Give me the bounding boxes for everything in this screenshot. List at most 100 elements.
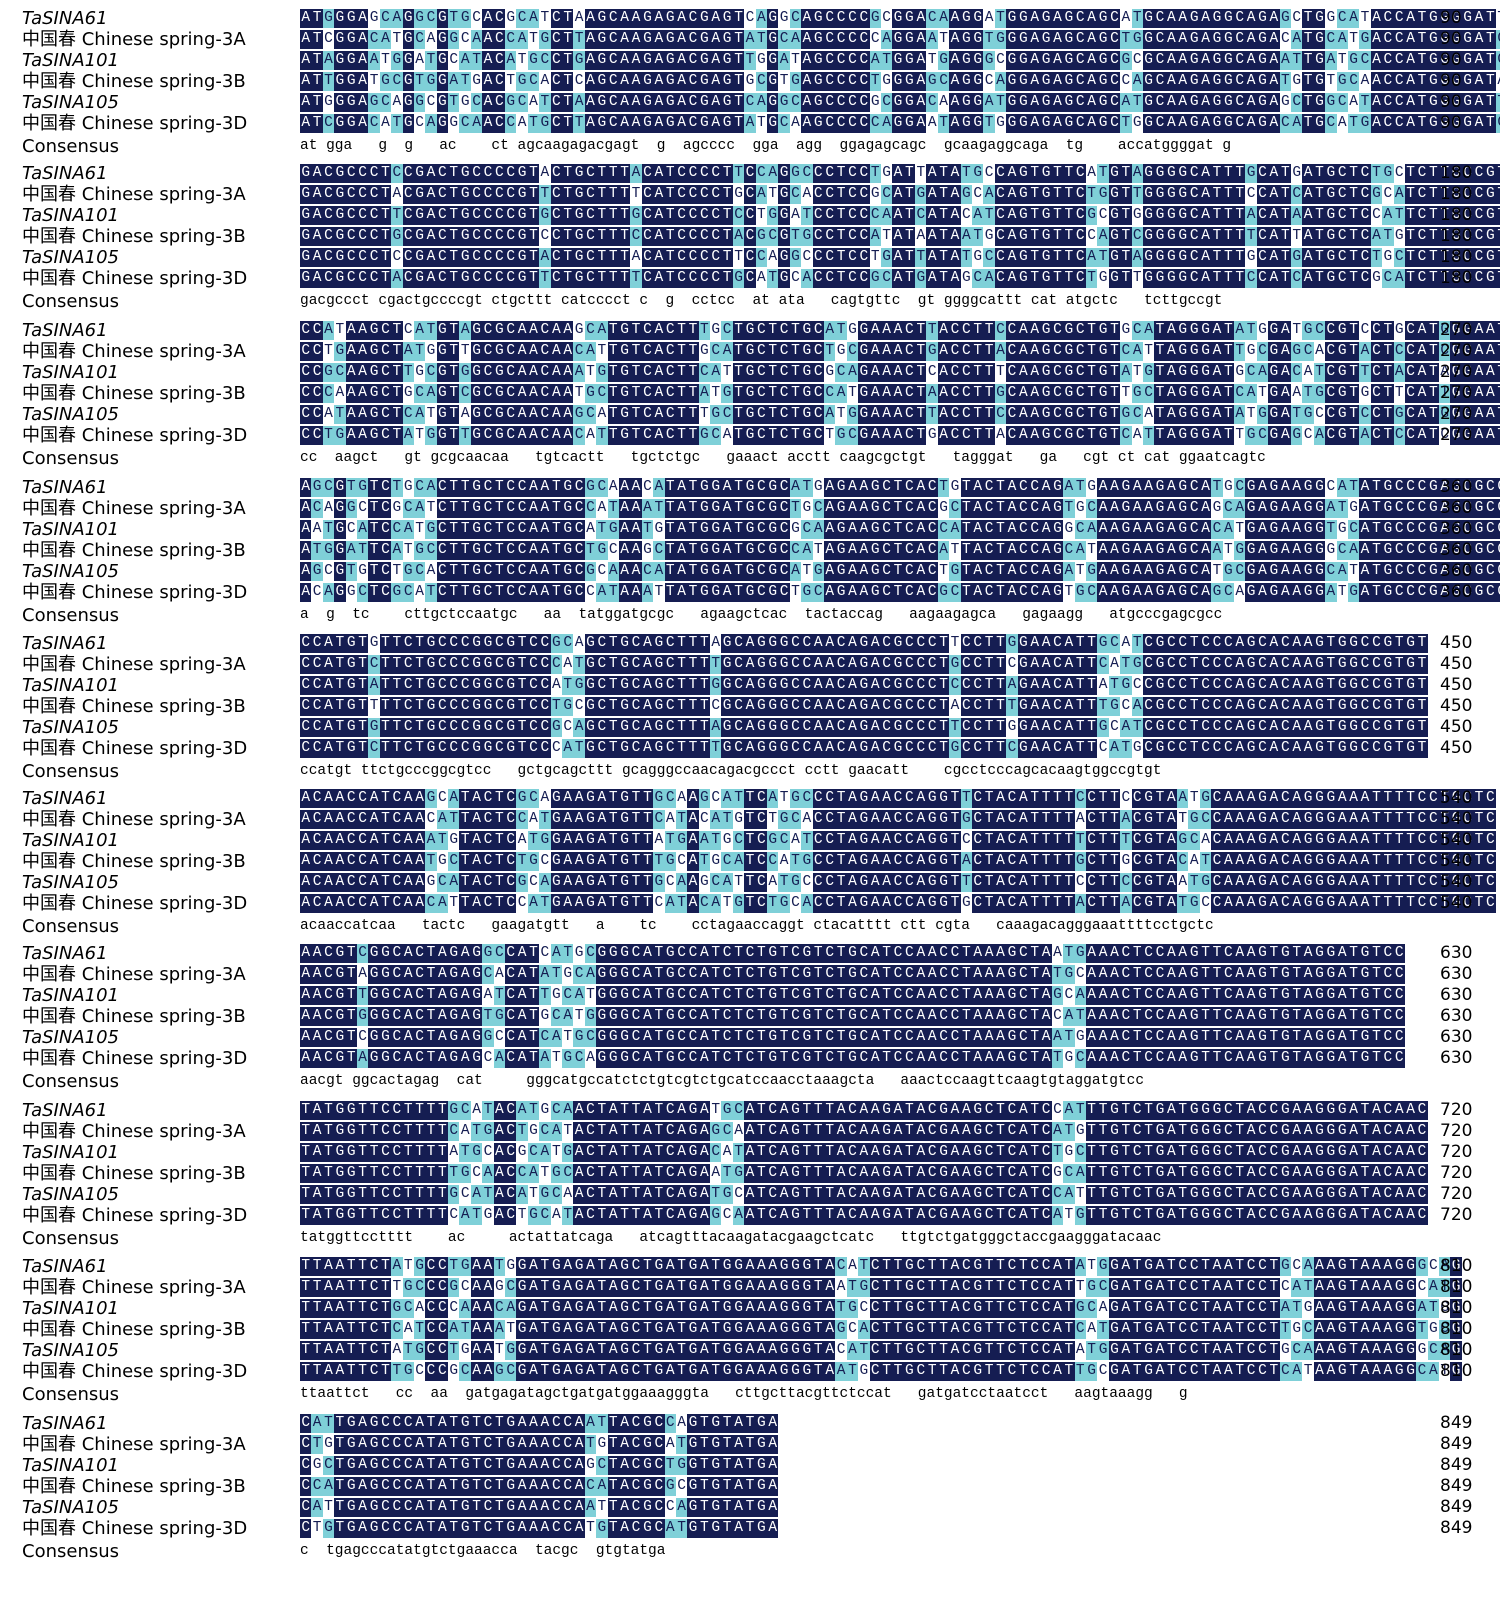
residue-cell: G [1188,363,1200,382]
residue-cell: G [1382,520,1394,539]
residue-cell: A [698,384,711,403]
residue-cell: T [1085,697,1098,716]
residue-cell: G [1268,478,1280,497]
residue-cell: T [1085,739,1098,758]
residue-cell: C [1222,1143,1235,1162]
residue-cell: T [334,739,346,758]
residue-cell: G [1188,894,1200,913]
residue-cell: G [1450,164,1462,183]
residue-cell: A [1347,831,1360,850]
residue-cell: A [1029,655,1041,674]
residue-cell: C [755,321,768,340]
residue-cell: T [448,405,460,424]
residue-cell: G [1347,739,1360,758]
residue-cell: A [1051,51,1064,70]
residue-cell: A [1302,655,1314,674]
residue-cell: A [1165,478,1178,497]
residue-cell: T [915,426,927,445]
residue-cell: A [470,873,483,892]
residue-cell: G [1313,51,1326,70]
residue-cell: A [949,520,961,539]
residue-cell: G [1347,583,1360,602]
residue-cell: T [687,541,699,560]
residue-cell: A [972,965,984,984]
residue-cell: C [1256,1143,1269,1162]
residue-cell: C [778,541,790,560]
residue-cell: A [1108,478,1121,497]
residue-cell: C [823,894,836,913]
residue-cell: T [413,426,426,445]
residue-cell: T [413,72,426,91]
residue-cell: G [972,164,984,183]
residue-cell: G [436,405,449,424]
residue-cell: T [1439,269,1451,288]
residue-cell: C [1370,206,1383,225]
residue-cell: G [732,269,745,288]
residue-cell: A [823,520,836,539]
residue-cell: A [1439,363,1451,382]
residue-cell: A [516,405,528,424]
residue-cell: C [972,269,984,288]
residue-cell: A [1268,51,1280,70]
residue-cell: T [972,227,984,246]
residue-cell: T [675,634,688,653]
residue-cell: G [1006,944,1018,963]
residue-cell: A [1177,93,1189,112]
residue-cell: C [903,405,916,424]
residue-cell: A [539,499,551,518]
residue-cell: A [368,831,380,850]
residue-cell: A [1439,499,1451,518]
residue-cell: G [1439,30,1451,49]
residue-cell: C [710,185,722,204]
residue-cell: A [823,676,836,695]
residue-cell: C [493,634,506,653]
residue-cell: C [812,583,824,602]
residue-cell: T [1427,227,1440,246]
residue-cell: A [322,499,335,518]
residue-cell: G [1256,852,1269,871]
residue-cell: A [300,894,312,913]
residue-cell: A [573,93,585,112]
residue-cell: A [1165,986,1178,1005]
residue-cell: C [311,405,323,424]
residue-cell: C [311,583,323,602]
residue-cell: G [322,93,335,112]
residue-cell: A [1279,583,1291,602]
residue-cell: C [1484,852,1497,871]
residue-cell: G [858,634,870,653]
residue-cell: C [1359,248,1371,267]
residue-cell: A [641,986,654,1005]
residue-cell: C [903,965,916,984]
residue-cell: C [459,1185,471,1204]
residue-cell: C [1142,1049,1155,1068]
residue-cell: A [300,114,312,133]
residue-cell: G [1325,248,1337,267]
residue-cell: C [1245,363,1257,382]
residue-cell: A [493,1101,506,1120]
residue-cell: G [1427,478,1440,497]
residue-cell: C [1006,384,1018,403]
residue-cell: A [1439,541,1451,560]
residue-cell: G [1336,1164,1348,1183]
residue-cell: G [1302,810,1314,829]
residue-cell: G [972,248,984,267]
residue-cell: C [391,164,403,183]
residue-cell: C [687,206,699,225]
residue-cell: G [413,541,426,560]
residue-cell: G [1336,718,1348,737]
residue-cell: G [334,93,346,112]
residue-cell: C [732,739,745,758]
residue-cell: A [1040,944,1052,963]
residue-cell: G [1325,852,1337,871]
residue-cell: T [744,810,756,829]
residue-cell: C [937,944,950,963]
residue-cell: T [630,363,642,382]
residue-cell: G [539,1101,551,1120]
position-number: 450 [1440,717,1473,737]
residue-cell: A [539,520,551,539]
residue-cell: G [1313,965,1326,984]
residue-cell: G [1382,164,1394,183]
residue-cell: G [1359,114,1371,133]
residue-cell: G [345,499,357,518]
residue-cell: C [482,478,494,497]
